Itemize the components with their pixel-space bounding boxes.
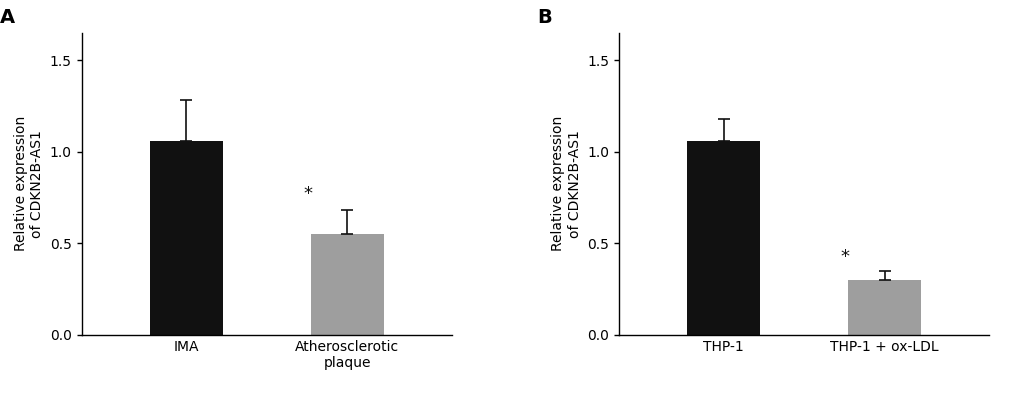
Text: B: B [537, 9, 551, 27]
Text: A: A [0, 9, 15, 27]
Y-axis label: Relative expression
of CDKN2B-AS1: Relative expression of CDKN2B-AS1 [14, 116, 44, 251]
Bar [311, 234, 383, 335]
Text: *: * [303, 185, 312, 203]
Bar [150, 141, 222, 335]
Text: *: * [840, 248, 849, 266]
Bar [848, 279, 920, 335]
Bar [687, 141, 759, 335]
Y-axis label: Relative expression
of CDKN2B-AS1: Relative expression of CDKN2B-AS1 [551, 116, 581, 251]
